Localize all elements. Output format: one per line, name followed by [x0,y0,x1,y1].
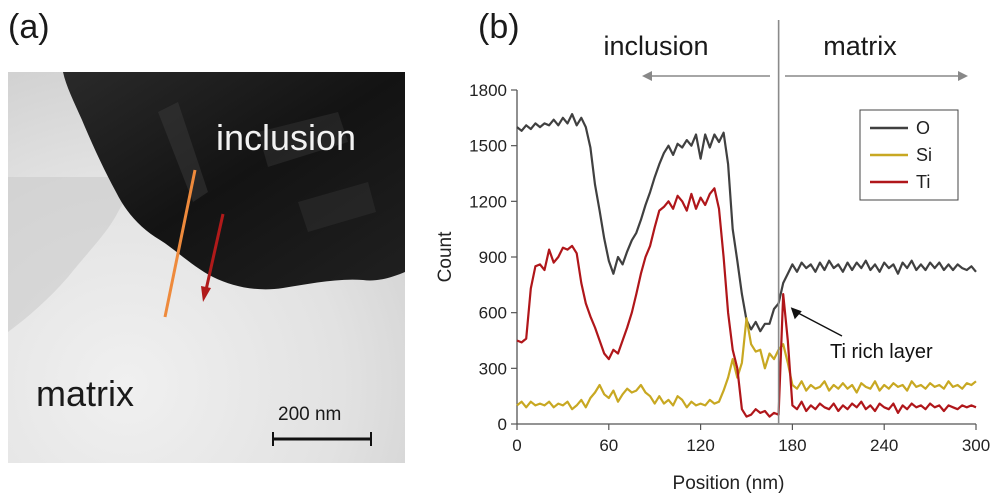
legend-label-o: O [916,118,930,138]
micrograph-image [8,72,405,463]
x-tick-label: 300 [962,436,990,455]
scalebar-label: 200 nm [278,404,342,425]
micrograph-inclusion-label: inclusion [216,117,357,158]
x-tick-label: 0 [512,436,521,455]
region-arrow-right-head [958,71,968,81]
red-arrow-head [201,286,211,302]
red-arrow-shaft [204,213,225,291]
y-tick-label: 1200 [469,192,507,211]
y-tick-label: 300 [479,359,507,378]
series-line-ti [516,187,977,418]
region-arrow-left-head [642,71,652,81]
x-tick-label: 180 [778,436,806,455]
region-layer: inclusion matrix [603,31,968,81]
overlay-layer: Ti rich layer [777,20,933,424]
annotation-label: Ti rich layer [830,341,933,363]
panel-label-a: (a) [8,8,50,46]
inclusion-texture [158,102,208,202]
micrograph-matrix-label: matrix [36,373,134,414]
inclusion-texture [298,182,376,232]
x-tick-label: 120 [686,436,714,455]
legend: O Si Ti [859,109,959,201]
y-tick-label: 1500 [469,137,507,156]
y-tick-label: 1800 [469,81,507,100]
legend-label-si: Si [916,145,932,165]
region-label-inclusion: inclusion [603,31,708,61]
x-tick-label: 60 [599,436,618,455]
region-label-matrix: matrix [823,31,897,61]
panel-label-b: (b) [478,8,520,46]
chart-svg: inclusion matrix 03006009001200150018000… [435,20,990,494]
y-tick-label: 900 [479,248,507,267]
annotation-arrow [794,310,843,337]
line-profile-chart: inclusion matrix 0 300 600 900 1200 1500 1800 0… [420,0,991,501]
axes-layer: 0 300 600 900 1200 1500 1800 0 60 120 180 240 300 Pos… [435,81,990,494]
tem-micrograph: inclusion matrix 200 nm [8,72,405,463]
series-layer [516,112,977,418]
annotation-arrow-head [790,307,802,320]
series-line-si [516,317,977,411]
y-axis-title: Count [435,231,456,282]
inclusion-texture [258,112,348,167]
x-axis-title: Position (nm) [673,473,785,494]
legend-label-ti: Ti [916,172,930,192]
y-tick-label: 600 [479,304,507,323]
orange-linescan-line [163,169,197,318]
x-tick-label: 240 [870,436,898,455]
y-tick-label: 0 [498,415,507,434]
grain-shading [8,72,168,332]
